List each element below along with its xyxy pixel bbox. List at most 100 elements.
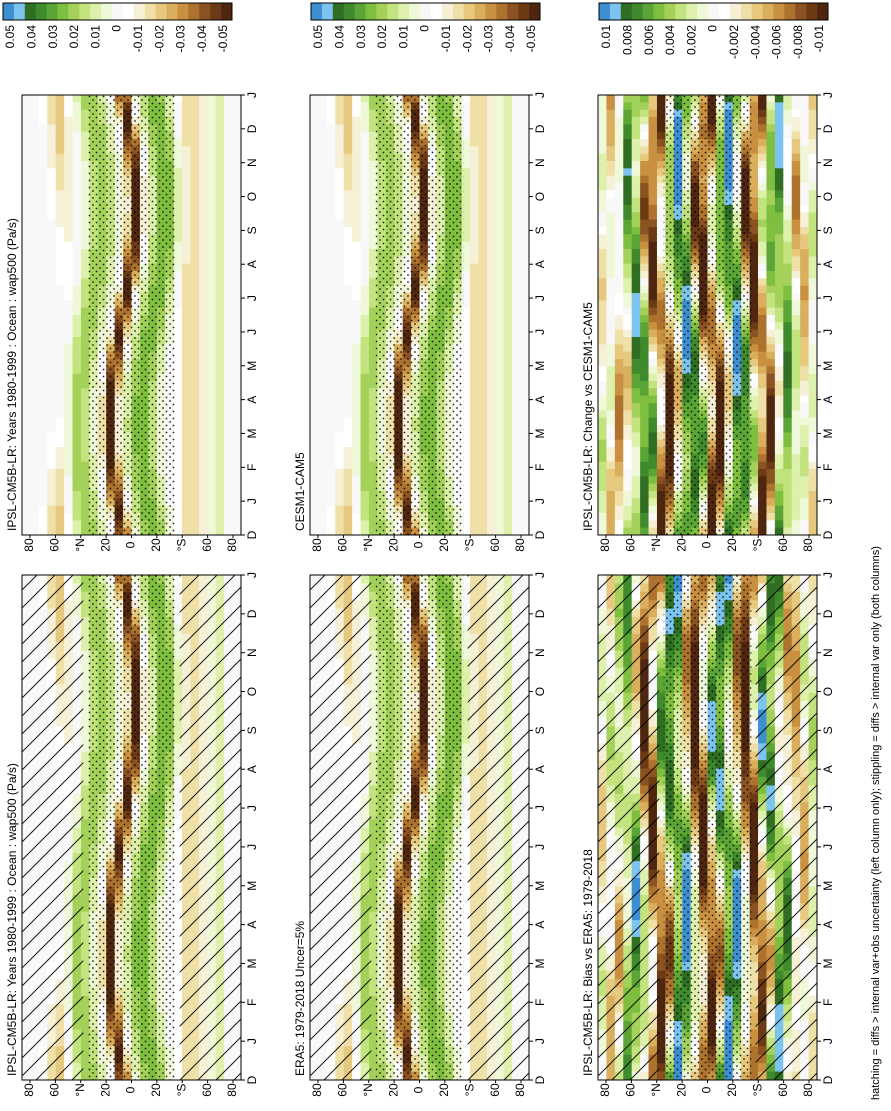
heatmap-cell (173, 608, 183, 618)
heatmap-cell (55, 410, 65, 419)
heatmap-cell (198, 359, 208, 367)
heatmap-cell (215, 278, 225, 287)
heatmap-cell (368, 751, 378, 761)
heatmap-cell (190, 307, 200, 316)
heatmap-cell (55, 388, 65, 397)
heatmap-cell (224, 498, 234, 507)
colorbar-swatch (24, 3, 37, 20)
heatmap-cell (190, 381, 200, 389)
heatmap-cell (64, 219, 74, 228)
heatmap-cell (335, 124, 345, 133)
heatmap-cell (190, 146, 200, 155)
heatmap-cell (326, 124, 336, 133)
colorbar-swatch (57, 3, 69, 20)
heatmap-cell (215, 293, 225, 301)
heatmap-cell (173, 810, 183, 820)
heatmap-cell (173, 844, 183, 854)
heatmap-cell (190, 366, 200, 375)
heatmap-cell (173, 139, 183, 147)
y-tick-label: 0 (124, 541, 138, 548)
heatmap-cell (215, 241, 225, 250)
heatmap-cell (190, 337, 200, 345)
y-tick-label: 80 (310, 1083, 324, 1097)
heatmap-cell (182, 271, 192, 279)
x-tick-label: S (245, 226, 259, 234)
heatmap-cell (80, 388, 90, 397)
heatmap-cell (173, 642, 183, 652)
heatmap-cell (72, 293, 82, 301)
heatmap-cell (22, 161, 32, 169)
heatmap-cell (55, 293, 65, 301)
heatmap-cell (368, 987, 378, 997)
heatmap-cell (520, 102, 529, 111)
heatmap-cell (173, 271, 183, 279)
heatmap-cell (182, 300, 192, 309)
heatmap-cell (173, 498, 183, 507)
y-tick-label: 80 (22, 538, 36, 552)
heatmap-cell (190, 388, 200, 397)
heatmap-cell (80, 476, 90, 485)
heatmap-cell (461, 591, 471, 601)
heatmap-cell (461, 625, 471, 635)
heatmap-cell (173, 403, 183, 411)
heatmap-cell (207, 131, 217, 140)
heatmap-cell (72, 139, 82, 147)
heatmap-cell (22, 102, 32, 111)
heatmap-cell (30, 315, 40, 323)
heatmap-cell (22, 410, 32, 419)
heatmap-cell (64, 322, 74, 331)
heatmap-cell (80, 793, 90, 803)
heatmap-cell (64, 190, 74, 199)
heatmap-cell (215, 307, 225, 316)
heatmap-cell (207, 117, 217, 125)
heatmap-cell (318, 124, 328, 133)
heatmap-cell (173, 953, 183, 963)
heatmap-cell (30, 161, 40, 169)
x-tick-label: J (245, 1038, 259, 1044)
heatmap-cell (55, 439, 65, 448)
heatmap-cell (80, 256, 90, 265)
colorbar-swatch (199, 3, 211, 20)
heatmap-cell (22, 285, 32, 294)
heatmap-cell (30, 241, 40, 250)
heatmap-cell (232, 505, 241, 514)
heatmap-cell (30, 212, 40, 221)
heatmap-cell (80, 768, 90, 778)
heatmap-cell (80, 667, 90, 677)
heatmap-cell (461, 1071, 471, 1080)
heatmap-cell (190, 315, 200, 323)
heatmap-cell (80, 583, 90, 593)
heatmap-cell (47, 432, 57, 441)
heatmap-cell (190, 117, 200, 125)
heatmap-cell (173, 146, 183, 155)
heatmap-cell (64, 153, 74, 162)
heatmap-cell (80, 642, 90, 652)
heatmap-cell (38, 241, 48, 250)
heatmap-cell (368, 659, 378, 669)
heatmap-cell (368, 718, 378, 728)
heatmap-cell (80, 498, 90, 507)
heatmap-cell (198, 124, 208, 133)
heatmap-cell (47, 293, 57, 301)
heatmap-cell (190, 124, 200, 133)
heatmap-cell (232, 498, 241, 507)
heatmap-cell (173, 962, 183, 972)
heatmap-cell (30, 271, 40, 279)
heatmap-cell (47, 417, 57, 426)
heatmap-cell (215, 205, 225, 213)
heatmap-cell (190, 432, 200, 441)
heatmap-cell (503, 95, 513, 103)
heatmap-cell (318, 95, 328, 103)
heatmap-cell (215, 153, 225, 162)
heatmap-cell (47, 505, 57, 514)
heatmap-cell (22, 190, 32, 199)
heatmap-cell (47, 117, 57, 125)
heatmap-cell (198, 322, 208, 331)
heatmap-cell (461, 692, 471, 702)
heatmap-cell (368, 1071, 378, 1080)
heatmap-cell (38, 249, 48, 257)
y-tick-label: 80 (513, 1083, 527, 1097)
heatmap-cell (30, 417, 40, 426)
heatmap-cell (190, 293, 200, 301)
heatmap-cell (207, 425, 217, 433)
